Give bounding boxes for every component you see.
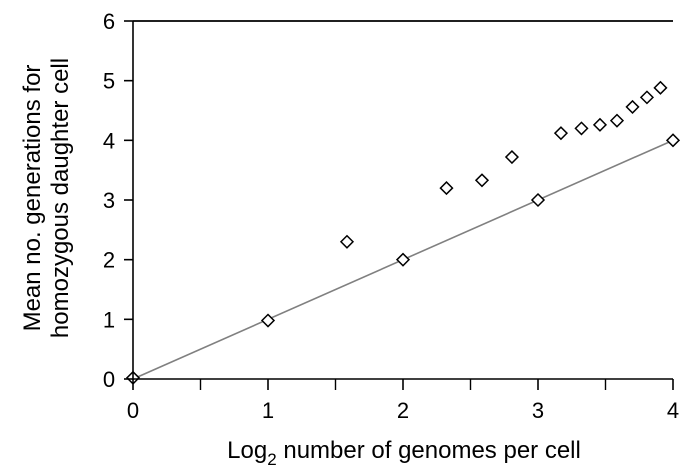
data-point [530, 192, 546, 208]
data-point [592, 117, 608, 132]
x-axis-label: Log2 number of genomes per cell [227, 437, 581, 469]
y-tick-label: 2 [103, 248, 115, 273]
y-axis-label-line1: Mean no. generations for [19, 65, 46, 332]
x-tick-label: 2 [397, 398, 409, 423]
x-tick-label: 0 [127, 398, 139, 423]
data-point [553, 126, 569, 141]
y-tick-label: 1 [103, 307, 115, 332]
data-point [339, 234, 355, 249]
x-tick-label: 3 [532, 398, 544, 423]
data-point [395, 252, 411, 267]
y-tick-label: 0 [103, 367, 115, 392]
y-tick-label: 4 [103, 128, 115, 153]
data-point [504, 149, 520, 165]
y-tick-label: 6 [103, 9, 115, 34]
data-point [653, 80, 668, 95]
axes: 0 1 2 3 4 5 6 0 1 2 3 4 [103, 9, 679, 423]
data-points [125, 80, 681, 385]
y-tick-label: 3 [103, 188, 115, 213]
y-tick-label: 5 [103, 69, 115, 94]
x-tick-label: 4 [667, 398, 679, 423]
data-point [574, 121, 589, 136]
data-point [625, 99, 640, 114]
x-axis-label-subscript: 2 [267, 450, 276, 469]
data-point [439, 181, 454, 196]
x-tick-label: 1 [262, 398, 274, 423]
data-point [260, 313, 276, 328]
y-axis-label-line2: homozygous daughter cell [47, 58, 74, 338]
data-point [474, 173, 490, 188]
data-point [609, 113, 625, 128]
data-point [639, 90, 655, 105]
data-point [665, 133, 681, 148]
